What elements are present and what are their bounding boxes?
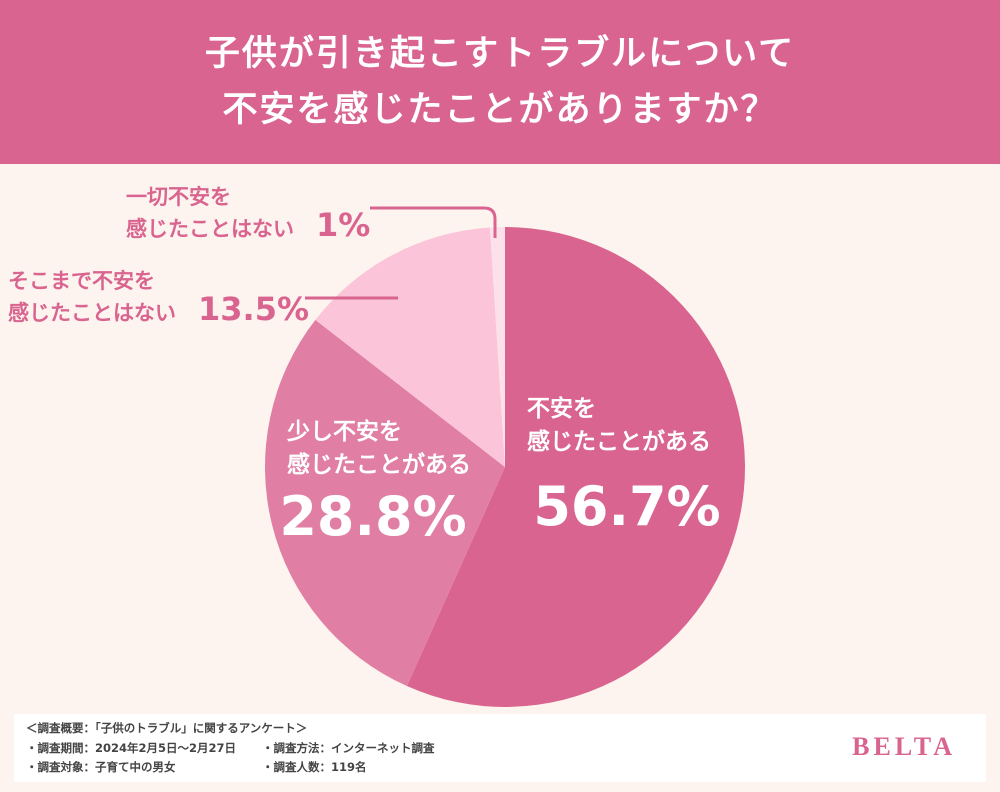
slice-4-value-label: 1%	[316, 206, 370, 244]
slice-4-leader-line	[370, 206, 497, 238]
slice-1-value-label: 56.7%	[533, 475, 720, 538]
slice-2-label-line-1: 少し不安を	[286, 418, 402, 445]
slice-4-label-line-1: 一切不安を	[126, 185, 231, 209]
title-line-1: 子供が引き起こすトラブルについて	[204, 34, 796, 74]
slice-3-label-line-1: そこまで不安を	[8, 269, 155, 293]
slice-3-label-line-2: 感じたことはない	[8, 301, 176, 325]
slice-1-label-line-2: 感じたことがある	[527, 428, 711, 455]
slice-4-label-line-2: 感じたことはない	[126, 217, 294, 241]
survey-period: ・調査期間：2024年2月5日〜2月27日	[26, 741, 237, 755]
pie-slice-1	[406, 227, 746, 707]
pie-chart: 不安を感じたことがある56.7%少し不安を感じたことがある28.8%そこまで不安…	[8, 185, 746, 707]
slice-2-label-line-2: 感じたことがある	[287, 451, 471, 478]
slice-3-value-label: 13.5%	[198, 290, 309, 328]
slice-2-value-label: 28.8%	[279, 485, 466, 548]
pie-slice-3	[315, 227, 505, 467]
pie-slice-4	[489, 227, 505, 467]
slice-1-label-line-1: 不安を	[527, 395, 596, 422]
survey-count: ・調査人数：119名	[262, 760, 367, 774]
title-line-2: 不安を感じたことがありますか？	[222, 90, 778, 130]
survey-target: ・調査対象：子育て中の男女	[26, 760, 176, 774]
chart-title: 子供が引き起こすトラブルについて 不安を感じたことがありますか？	[0, 0, 1000, 164]
belta-logo: BELTA	[852, 732, 956, 761]
survey-method: ・調査方法：インターネット調査	[262, 741, 435, 755]
survey-summary: ＜調査概要：「子供のトラブル」に関するアンケート＞	[26, 721, 308, 735]
pie-slice-2	[265, 319, 505, 687]
survey-footer: ＜調査概要：「子供のトラブル」に関するアンケート＞ ・調査期間：2024年2月5…	[14, 714, 986, 782]
